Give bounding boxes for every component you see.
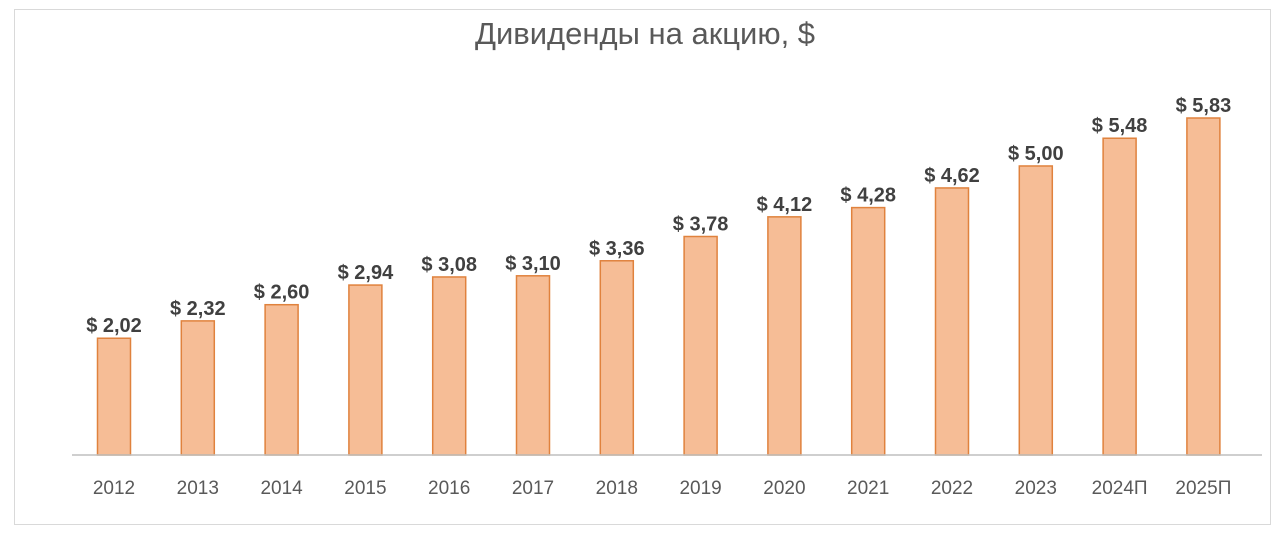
bar-2013 [180,320,216,456]
data-label-2017: $ 3,10 [505,253,561,275]
x-tick-label-2012: 2012 [93,478,135,499]
data-label-2018: $ 3,36 [589,238,645,260]
bar-2023 [1018,165,1054,456]
x-tick-label-2016: 2016 [428,478,470,499]
bar-2016 [431,276,467,456]
x-tick-label-2025П: 2025П [1175,478,1231,499]
x-tick-label-2024П: 2024П [1092,478,1148,499]
bars-group [96,117,1221,456]
x-tick-labels-group: 2012 2013 2014 2015 2016 2017 2018 2019 2020 2021… [93,478,1232,499]
bar-2018 [599,260,635,456]
bar-2015 [348,284,383,456]
x-tick-label-2013: 2013 [177,478,219,499]
data-label-2013: $ 2,32 [170,298,226,320]
bar-2020 [767,216,802,456]
bar-2022 [934,187,970,456]
x-tick-label-2021: 2021 [847,478,889,499]
data-label-2021: $ 4,28 [840,185,896,207]
x-tick-label-2017: 2017 [512,478,554,499]
data-label-2020: $ 4,12 [757,194,813,216]
x-tick-label-2015: 2015 [344,478,386,499]
bar-2025П [1186,117,1221,456]
data-label-2023: $ 5,00 [1008,143,1064,165]
x-tick-label-2020: 2020 [763,478,805,499]
chart-title: Дивиденды на акцию, $ [474,16,816,51]
x-tick-label-2023: 2023 [1015,478,1057,499]
x-tick-label-2019: 2019 [679,478,721,499]
data-label-2024П: $ 5,48 [1092,115,1148,137]
data-label-2016: $ 3,08 [421,254,477,276]
data-label-2012: $ 2,02 [86,315,142,337]
bar-2019 [683,235,718,456]
bar-2014 [264,303,299,456]
data-label-2025П: $ 5,83 [1176,95,1232,117]
x-tick-label-2014: 2014 [260,478,303,499]
bar-2021 [850,206,886,456]
data-label-2019: $ 3,78 [673,213,729,235]
data-label-2022: $ 4,62 [924,165,980,187]
x-tick-label-2018: 2018 [596,478,638,499]
bar-2012 [96,337,132,456]
chart-frame [14,9,1271,525]
bar-2017 [515,275,551,456]
bar-2024П [1102,137,1137,456]
data-labels-group: $ 2,02 $ 2,32 $ 2,60 $ 2,94 $ 3,08 $ 3,10 $ 3,… [86,95,1231,337]
data-label-2015: $ 2,94 [338,262,394,284]
data-label-2014: $ 2,60 [254,282,310,304]
x-tick-label-2022: 2022 [931,478,973,499]
